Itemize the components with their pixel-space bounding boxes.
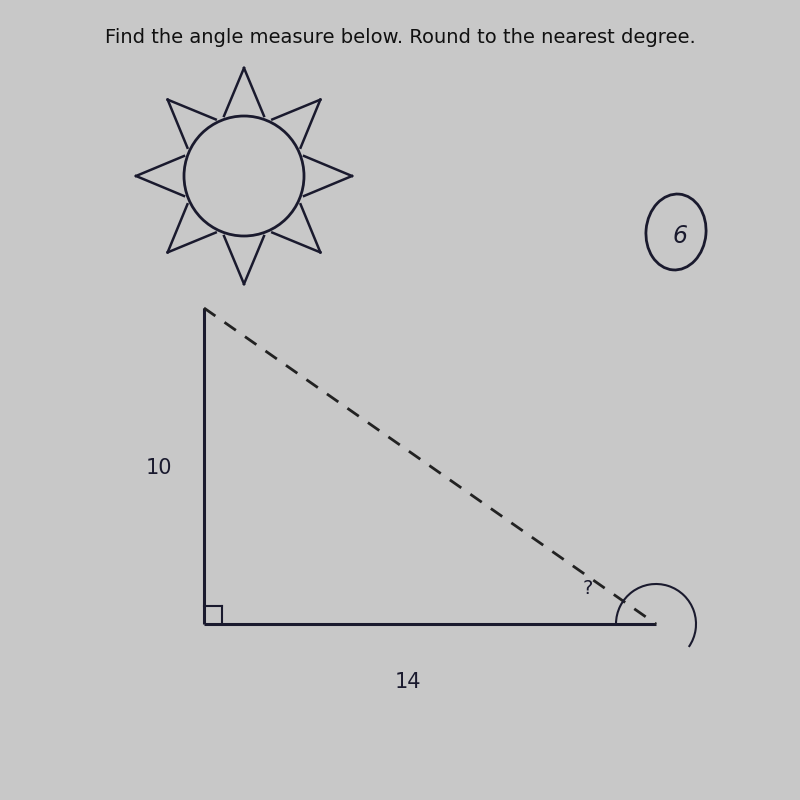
Text: 14: 14 (394, 672, 422, 692)
Text: 6: 6 (673, 224, 687, 248)
Text: Find the angle measure below. Round to the nearest degree.: Find the angle measure below. Round to t… (105, 28, 695, 47)
Text: ?: ? (583, 578, 593, 598)
Text: 10: 10 (146, 458, 172, 478)
